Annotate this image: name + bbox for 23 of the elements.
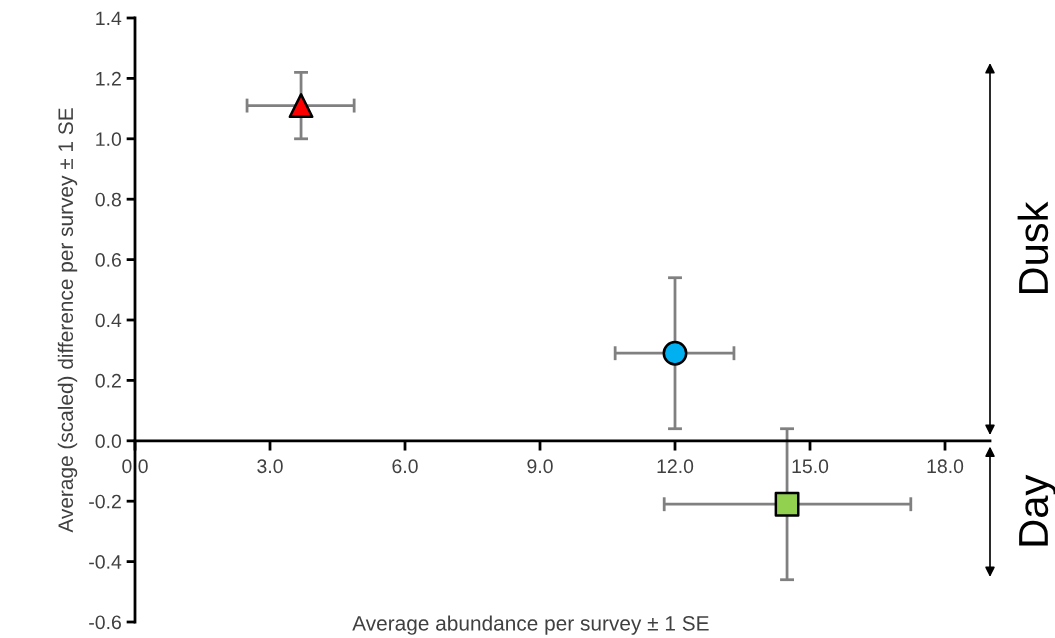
y-tick-label: 1.4 <box>96 11 122 26</box>
y-tick-label: -0.6 <box>89 615 121 630</box>
y-tick-label: 0.0 <box>95 434 122 449</box>
y-tick-label: -0.4 <box>89 555 122 569</box>
y-tick-label: 1.2 <box>96 71 121 86</box>
text: Dusk <box>1017 201 1049 294</box>
x-tick-label: 6.0 <box>392 459 418 474</box>
y-axis-title: Average (scaled) difference per survey ± 1 SE <box>57 108 78 533</box>
y-tick-label: -0.2 <box>89 494 121 509</box>
x-tick-label: 3.0 <box>257 459 283 474</box>
point <box>288 93 314 119</box>
point <box>662 340 688 366</box>
x-tick-label: 15.0 <box>792 459 829 474</box>
y-tick-label: 0.4 <box>95 313 122 328</box>
x-tick-label: 12.0 <box>657 459 694 474</box>
y-tick-label: 0.2 <box>95 373 121 388</box>
y-tick-label: 0.8 <box>95 192 121 207</box>
y-tick-label: 0.6 <box>95 253 121 267</box>
point <box>774 491 800 517</box>
x-axis-title: Average abundance per survey ± 1 SE <box>352 615 709 635</box>
x-tick-label: 18.0 <box>927 459 964 474</box>
y-tick-label: 1.0 <box>96 132 122 147</box>
x-tick-label: 9.0 <box>527 459 553 474</box>
